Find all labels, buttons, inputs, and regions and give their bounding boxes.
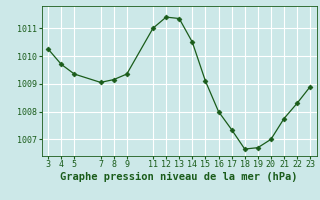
X-axis label: Graphe pression niveau de la mer (hPa): Graphe pression niveau de la mer (hPa) — [60, 172, 298, 182]
